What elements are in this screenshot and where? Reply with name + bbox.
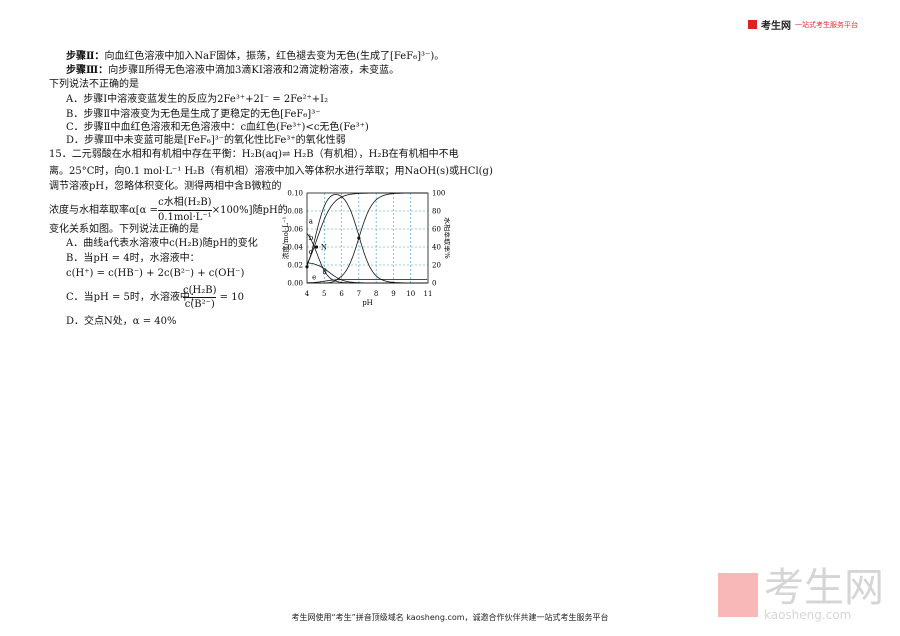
logo-text: 考生网 [761, 21, 791, 32]
x-axis-label: pH [362, 299, 373, 307]
x-tick-label: 4 [305, 290, 310, 298]
footer-text: 考生网使用“考生”拼音顶级域名 kaosheng.com，诚邀合作伙伴共建一站式… [291, 613, 609, 622]
step3-label: 步骤Ⅲ： [66, 65, 109, 76]
intersection-point [305, 265, 309, 269]
q14-option-c: C．步骤Ⅱ中血红色溶液和无色溶液中：c血红色(Fe³⁺)<c无色(Fe³⁺) [66, 122, 369, 133]
alpha-formula: c水相(H₂B) 0.1mol·L⁻¹ [157, 196, 212, 225]
q14-option-d: D．步骤Ⅲ中未变蓝可能是[FeF₆]³⁻的氧化性比Fe³⁺的氧化性弱 [66, 135, 346, 146]
x-tick-label: 8 [374, 290, 378, 298]
q14-prompt: 下列说法不正确的是 [49, 79, 139, 90]
q15-line3: 调节溶液pH，忽略体积变化。测得两相中含B微粒的 [49, 181, 282, 192]
x-tick-label: 9 [391, 290, 395, 298]
q15-line5: 变化关系如图。下列说法正确的是 [49, 224, 199, 235]
curve-label: c [309, 248, 313, 256]
y-right-axis-label: 水相萃取率% [443, 217, 450, 259]
curve [307, 192, 428, 284]
curve-label: d [323, 268, 328, 276]
formula-den: 0.1mol·L⁻¹ [157, 212, 212, 223]
slogan: 一站式考生服务平台 [795, 20, 858, 29]
logo-icon [748, 20, 757, 29]
watermark: 考生网 kaosheng.com [718, 568, 884, 622]
header-logo: 考生网 一站式考生服务平台 [748, 17, 858, 32]
x-tick-label: 11 [424, 290, 433, 298]
y-right-tick-label: 40 [432, 244, 441, 252]
formula-rhs: ×100% [211, 205, 249, 216]
y-right-tick-label: 20 [432, 262, 441, 270]
curve-label: e [312, 273, 316, 281]
ratio-value: = 10 [219, 292, 244, 303]
y-left-tick-label: 0.00 [287, 280, 303, 288]
curve-label: N [321, 244, 327, 252]
y-left-tick-label: 0.10 [287, 190, 303, 198]
q15-option-a: A．曲线a代表水溶液中c(H₂B)随pH的变化 [66, 238, 258, 249]
q15-line1: 15．二元弱酸在水相和有机相中存在平衡：H₂B(aq)⇌ H₂B（有机相），H₂… [49, 149, 459, 160]
formula-lhs: α = [139, 205, 158, 216]
ratio-den: c(B²⁻) [184, 299, 215, 310]
ratio-num: c(H₂B) [183, 285, 217, 298]
y-right-tick-label: 60 [432, 226, 441, 234]
y-left-axis-label: 浓度/mol·L⁻¹ [281, 216, 290, 259]
curve-label: b [309, 234, 314, 242]
y-left-tick-label: 0.06 [287, 226, 303, 234]
intersection-point [357, 236, 361, 240]
q15-line4-pre: 浓度与水相萃取率α [49, 205, 136, 216]
intersection-point [314, 245, 319, 249]
x-tick-label: 6 [339, 290, 344, 298]
curve-label: a [309, 218, 313, 226]
y-left-tick-label: 0.04 [287, 244, 303, 252]
x-tick-label: 10 [406, 290, 415, 298]
y-right-tick-label: 80 [432, 208, 441, 216]
y-right-tick-label: 0 [432, 280, 436, 288]
q15-option-d: D．交点N处，α = 40% [66, 316, 177, 327]
watermark-logo-icon [718, 573, 758, 617]
y-right-tick-label: 100 [432, 190, 445, 198]
x-tick-label: 7 [357, 290, 361, 298]
y-left-tick-label: 0.02 [287, 262, 303, 270]
step2-text: 向血红色溶液中加入NaF固体，振荡，红色褪去变为无色(生成了[FeF₆]³⁻)。 [104, 51, 445, 62]
q14-option-a: A．步骤Ⅰ中溶液变蓝发生的反应为2Fe³⁺+2I⁻ = 2Fe²⁺+I₂ [66, 94, 329, 105]
curve [307, 279, 428, 284]
ratio-fraction: c(H₂B) c(B²⁻) [183, 284, 217, 311]
ph-figure: 4 5 6 7 8 9 10 11 0.00 0.02 0.04 0.06 0.08 0.10 0 20 40 6… [281, 190, 450, 308]
formula-num: c水相(H₂B) [157, 196, 212, 211]
curve [306, 262, 428, 284]
q15-line4-post: 随pH的 [252, 205, 288, 216]
y-left-tick-label: 0.08 [287, 208, 303, 216]
q15-option-c: C．当pH = 5时，水溶液中： [66, 292, 200, 303]
q15-line2: 离。25°C时，向0.1 mol·L⁻¹ H₂B（有机相）溶液中加入等体积水进行… [49, 166, 493, 177]
q15-option-b-eq: c(H⁺) = c(HB⁻) + 2c(B²⁻) + c(OH⁻) [66, 268, 245, 279]
q15-option-b: B．当pH = 4时，水溶液中： [66, 253, 200, 264]
q14-option-b: B．步骤Ⅱ中溶液变为无色是生成了更稳定的无色[FeF₆]³⁻ [66, 109, 321, 120]
step2-label: 步骤Ⅱ： [66, 51, 105, 62]
x-tick-label: 5 [322, 290, 326, 298]
step3-text: 向步骤Ⅱ所得无色溶液中滴加3滴KI溶液和2滴淀粉溶液，未变蓝。 [108, 65, 400, 76]
